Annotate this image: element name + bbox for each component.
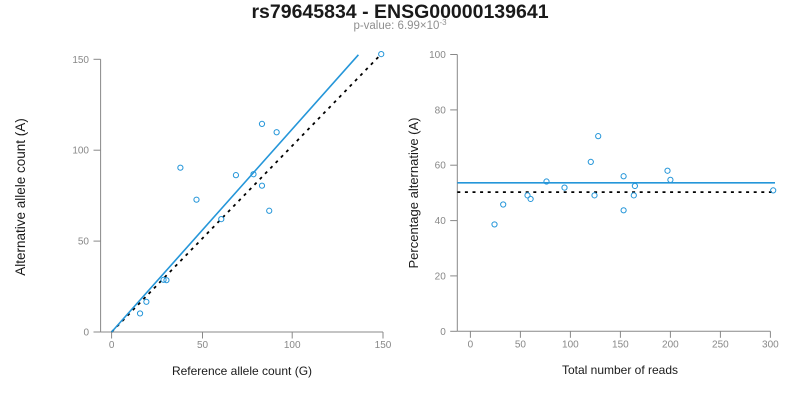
svg-text:Reference allele count (G): Reference allele count (G) <box>172 364 312 378</box>
svg-text:200: 200 <box>662 339 679 350</box>
svg-text:0: 0 <box>468 339 474 350</box>
svg-text:250: 250 <box>712 339 729 350</box>
svg-text:Total number of reads: Total number of reads <box>562 363 678 377</box>
svg-text:50: 50 <box>515 339 527 350</box>
svg-text:150: 150 <box>612 339 629 350</box>
svg-text:100: 100 <box>429 50 446 61</box>
svg-text:20: 20 <box>435 271 447 282</box>
svg-text:80: 80 <box>435 105 447 116</box>
svg-text:100: 100 <box>562 339 579 350</box>
svg-text:100: 100 <box>72 146 89 157</box>
svg-text:150: 150 <box>375 340 392 351</box>
svg-text:0: 0 <box>109 340 115 351</box>
svg-text:40: 40 <box>435 216 447 227</box>
svg-text:150: 150 <box>72 55 89 66</box>
svg-text:p-value: 6.99×10-3: p-value: 6.99×10-3 <box>353 18 447 33</box>
svg-text:0: 0 <box>83 328 89 339</box>
svg-text:0: 0 <box>440 327 446 338</box>
svg-text:50: 50 <box>197 340 209 351</box>
svg-text:100: 100 <box>284 340 301 351</box>
svg-text:60: 60 <box>435 161 447 172</box>
svg-text:Alternative allele count (A): Alternative allele count (A) <box>13 118 28 276</box>
svg-text:300: 300 <box>762 339 779 350</box>
svg-text:50: 50 <box>78 237 90 248</box>
svg-text:Percentage alternative (A): Percentage alternative (A) <box>406 117 421 268</box>
